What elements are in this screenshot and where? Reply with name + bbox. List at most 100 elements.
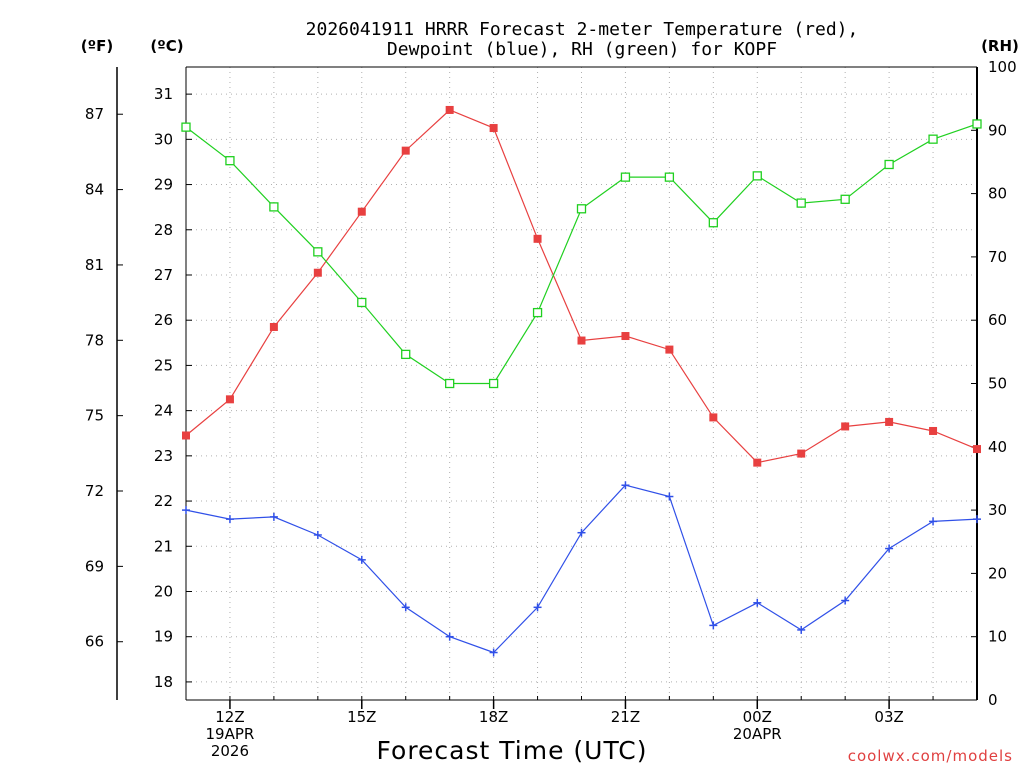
rh-point — [357, 297, 367, 308]
celsius-tick-label: 19 — [154, 628, 173, 646]
rh-tick-label: 90 — [988, 121, 1007, 139]
dewpoint-point — [621, 481, 630, 490]
rh-point — [840, 194, 850, 204]
fahrenheit-tick-label: 84 — [85, 181, 104, 199]
temperature-point — [225, 395, 234, 404]
x-tick-label: 12Z — [215, 708, 244, 726]
temperature-point — [577, 336, 586, 345]
celsius-tick-label: 26 — [154, 311, 173, 329]
rh-point — [708, 218, 718, 228]
axes: 18 19 20 21 22 23 24 25 26 27 28 29 30 31 66 69 72 75 78 81… — [85, 58, 1017, 760]
rh-tick-label: 0 — [988, 691, 998, 709]
celsius-tick-label: 27 — [154, 266, 173, 284]
temperature-point — [973, 445, 981, 454]
rh-point — [532, 307, 543, 318]
x-tick-label: 20APR — [733, 725, 782, 743]
fahrenheit-tick-label: 78 — [85, 331, 104, 349]
fahrenheit-tick-label: 66 — [85, 633, 104, 651]
rh-point — [488, 378, 499, 389]
dewpoint-point — [269, 512, 278, 521]
fahrenheit-unit-label: (ºF) — [81, 37, 113, 55]
temperature-point — [182, 431, 190, 440]
dewpoint-point — [929, 517, 938, 526]
x-axis-title: Forecast Time (UTC) — [377, 736, 648, 765]
rh-point — [752, 171, 762, 181]
rh-point — [796, 198, 806, 208]
temperature-point — [665, 345, 674, 354]
dewpoint-point — [489, 648, 498, 657]
x-tick-label: 00Z — [743, 708, 772, 726]
chart-title-line1: 2026041911 HRRR Forecast 2-meter Tempera… — [306, 19, 859, 40]
x-tick-label: 15Z — [347, 708, 376, 726]
dewpoint-point — [401, 603, 410, 612]
celsius-tick-label: 20 — [154, 582, 173, 600]
rh-tick-label: 50 — [988, 375, 1007, 393]
fahrenheit-tick-label: 81 — [85, 256, 104, 274]
rh-point — [269, 202, 279, 212]
dewpoint-point — [357, 555, 366, 564]
site-credit: coolwx.com/models — [848, 747, 1013, 765]
x-tick-label: 03Z — [874, 708, 903, 726]
celsius-tick-label: 28 — [154, 221, 173, 239]
temperature-point — [841, 422, 850, 431]
rh-point — [620, 172, 631, 182]
x-tick-label: 2026 — [211, 742, 249, 760]
chart-title-line2: Dewpoint (blue), RH (green) for KOPF — [387, 39, 777, 60]
dewpoint-point — [577, 528, 586, 537]
rh-tick-label: 20 — [988, 564, 1007, 582]
rh-tick-label: 80 — [988, 185, 1007, 203]
rh-tick-label: 10 — [988, 628, 1007, 646]
celsius-tick-label: 29 — [154, 176, 173, 194]
dewpoint-point — [885, 544, 894, 553]
temperature-point — [533, 234, 542, 243]
celsius-tick-label: 18 — [154, 673, 173, 691]
x-tick-label: 19APR — [206, 725, 255, 743]
dewpoint-point — [797, 625, 806, 634]
dewpoint-point — [841, 596, 850, 605]
dewpoint-point — [973, 515, 981, 524]
rh-point — [884, 159, 894, 170]
temperature-point — [401, 146, 410, 155]
fahrenheit-tick-label: 75 — [85, 407, 104, 425]
rh-tick-label: 70 — [988, 248, 1007, 266]
rh-point — [664, 172, 675, 182]
grid-lines — [186, 67, 977, 700]
dewpoint-point — [665, 492, 674, 501]
celsius-unit-label: (ºC) — [150, 37, 183, 55]
x-tick-label: 18Z — [479, 708, 508, 726]
rh-tick-label: 40 — [988, 438, 1007, 456]
rh-point — [313, 247, 323, 257]
rh-point — [225, 156, 235, 166]
dewpoint-point — [182, 506, 190, 515]
rh-point — [928, 134, 938, 144]
temperature-point — [313, 268, 322, 277]
dewpoint-point — [445, 632, 454, 641]
series — [181, 105, 982, 657]
rh-tick-label: 60 — [988, 311, 1007, 329]
celsius-tick-label: 23 — [154, 447, 173, 465]
celsius-tick-label: 22 — [154, 492, 173, 510]
celsius-tick-label: 21 — [154, 537, 173, 555]
rh-point — [445, 378, 455, 389]
dewpoint-point — [533, 603, 542, 612]
temperature-point — [489, 124, 498, 133]
temperature-point — [269, 322, 278, 331]
rh-tick-label: 100 — [988, 58, 1017, 76]
temperature-point — [753, 458, 762, 467]
celsius-tick-label: 31 — [154, 85, 173, 103]
rh-point — [576, 204, 587, 214]
dewpoint-point — [753, 598, 762, 607]
temperature-point — [357, 207, 366, 216]
dewpoint-point — [313, 530, 322, 539]
rh-unit-label: (RH) — [981, 37, 1019, 55]
fahrenheit-tick-label: 87 — [85, 105, 104, 123]
temperature-point — [709, 413, 718, 422]
fahrenheit-tick-label: 69 — [85, 557, 104, 575]
celsius-tick-label: 30 — [154, 130, 173, 148]
rh-point — [181, 122, 191, 132]
temperature-point — [797, 449, 806, 458]
dewpoint-point — [709, 621, 718, 630]
temperature-point — [885, 417, 894, 426]
x-tick-label: 21Z — [611, 708, 640, 726]
